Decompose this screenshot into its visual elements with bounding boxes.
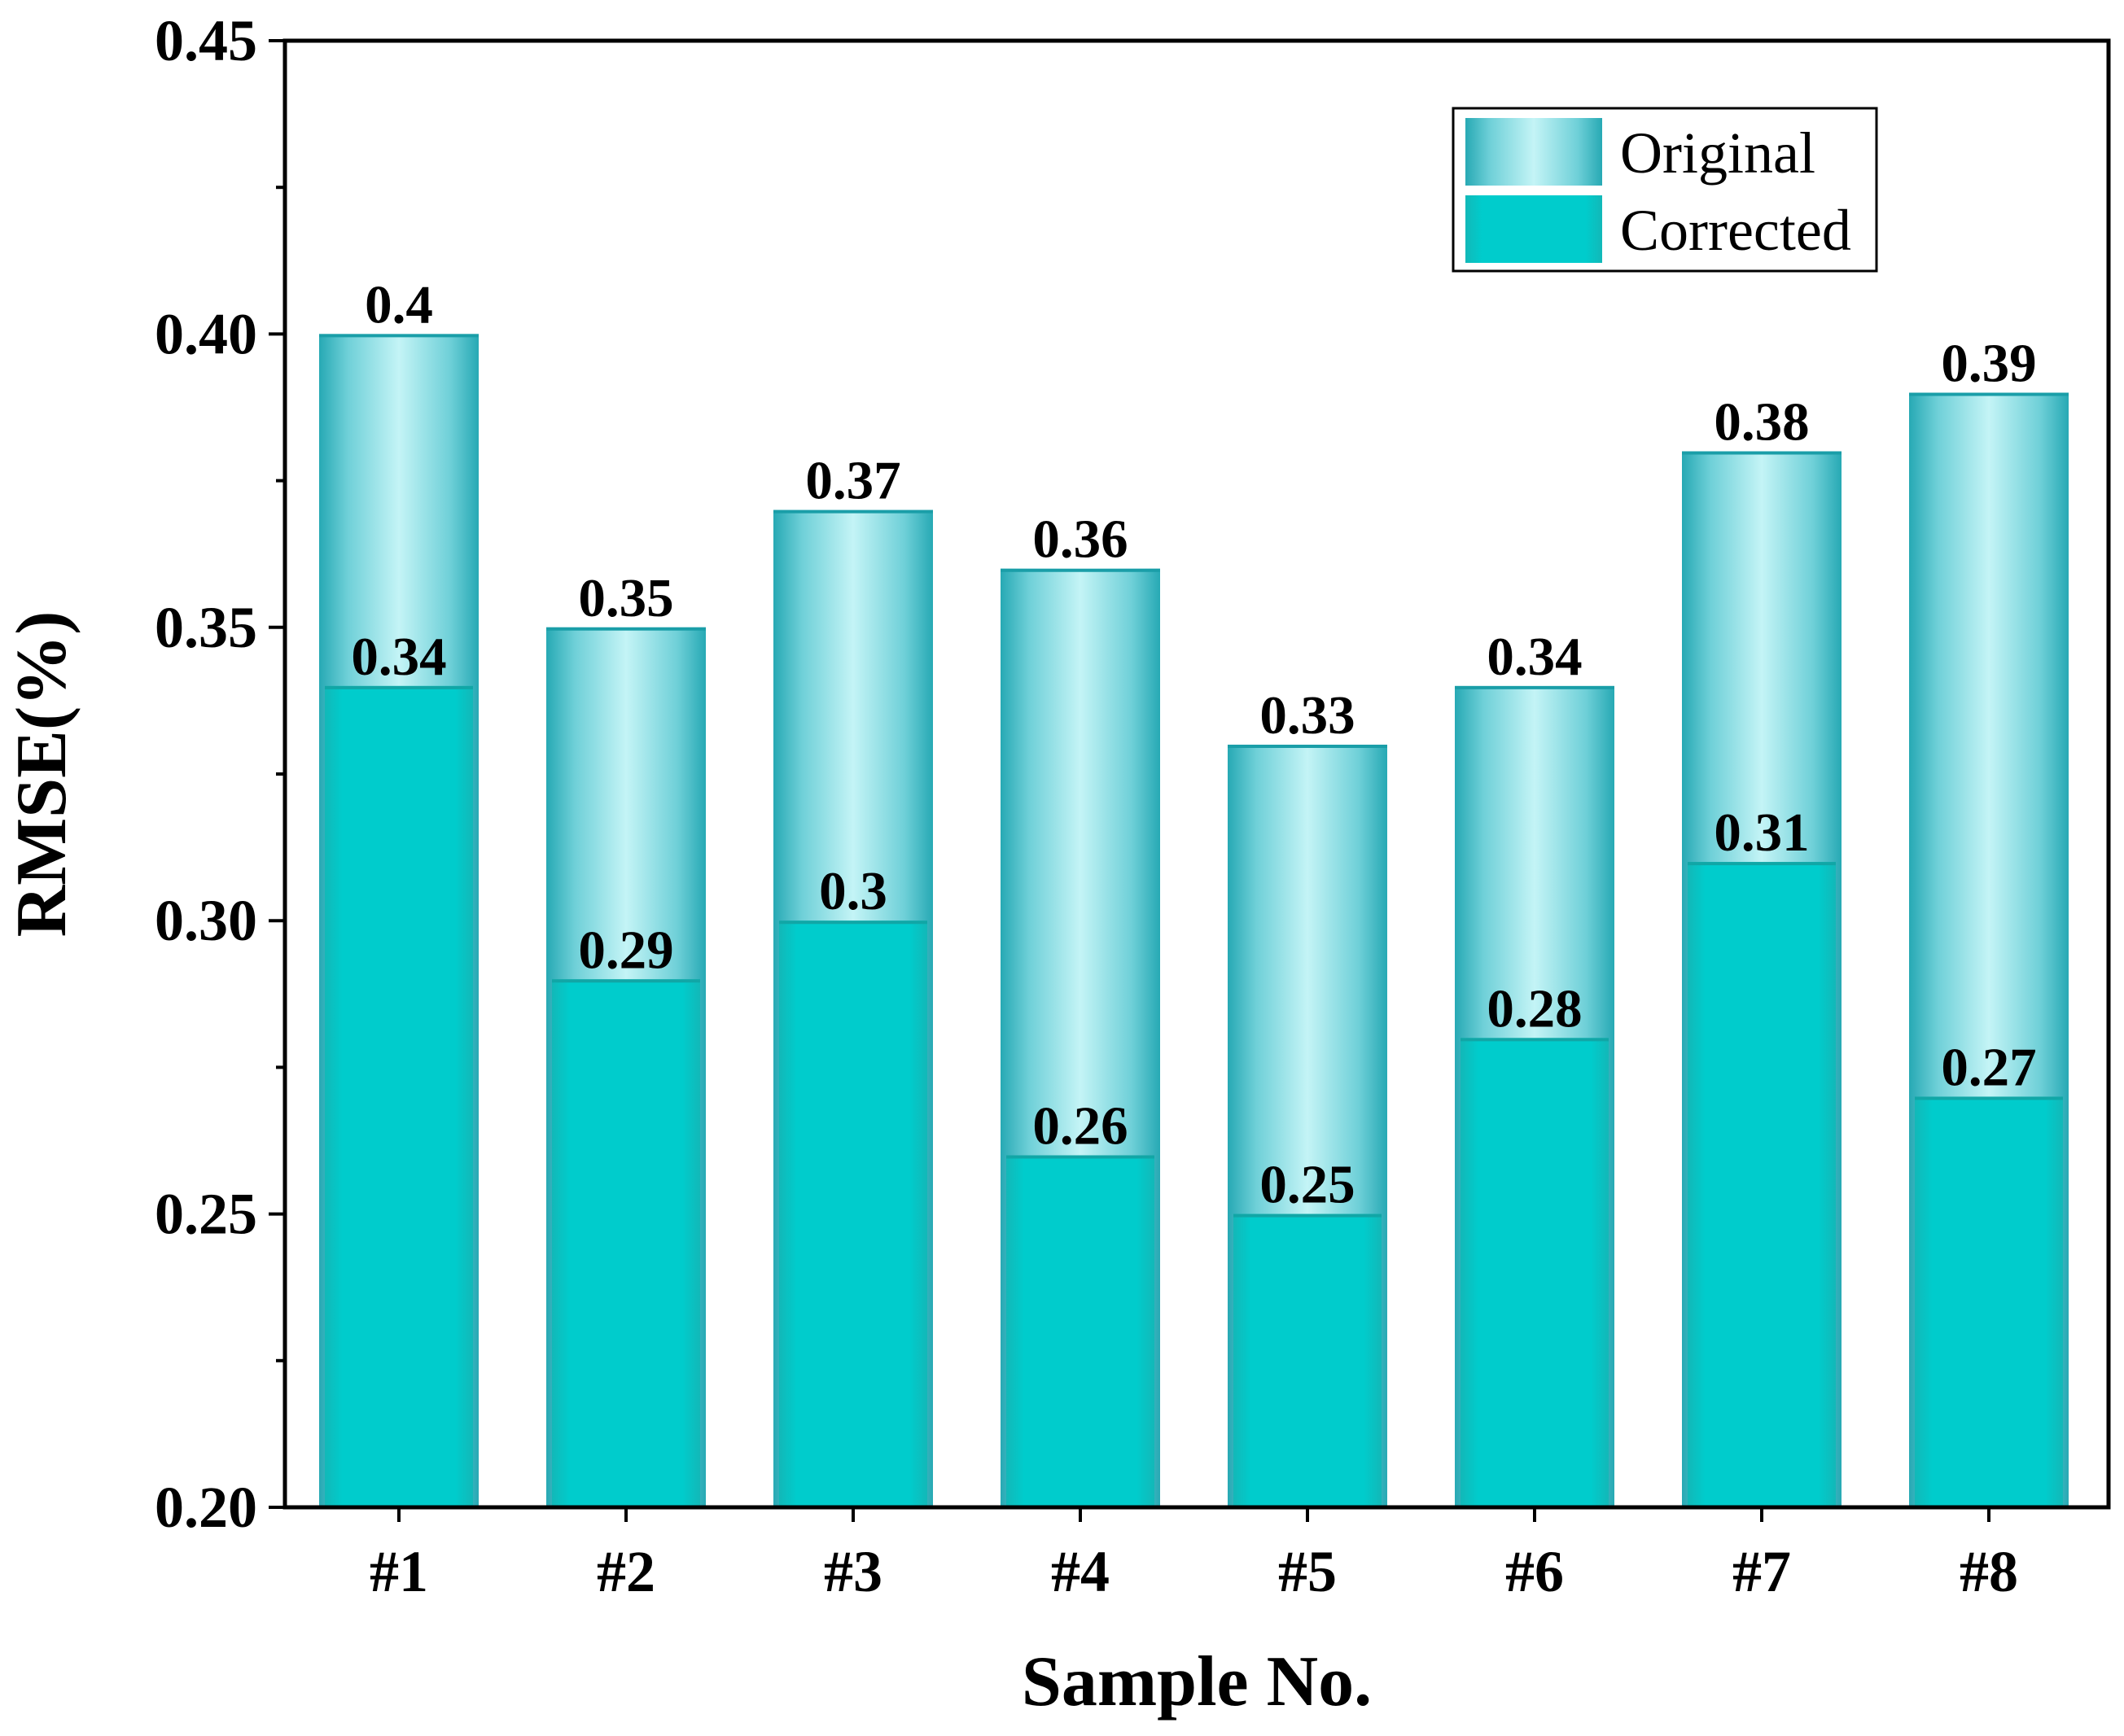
bar-corrected-8 xyxy=(1915,1096,2063,1507)
legend: Original Corrected xyxy=(1452,107,1878,273)
label-original-4: 0.36 xyxy=(1032,509,1128,570)
bar-corrected-6 xyxy=(1461,1038,1609,1507)
label-corrected-5: 0.25 xyxy=(1259,1155,1355,1215)
label-original-6: 0.34 xyxy=(1487,627,1582,687)
bar-corrected-7 xyxy=(1688,862,1836,1507)
legend-swatch-original xyxy=(1465,118,1602,186)
legend-label-corrected: Corrected xyxy=(1620,198,1851,263)
x-tick-label-4: #4 xyxy=(1051,1539,1110,1604)
label-corrected-8: 0.27 xyxy=(1941,1037,2036,1097)
bar-corrected-2 xyxy=(552,979,700,1507)
x-tick-label-6: #6 xyxy=(1505,1539,1564,1604)
y-axis: 0.20 0.25 0.30 0.35 0.40 0.45 xyxy=(155,8,285,1540)
x-axis: #1 #2 #3 #4 #5 #6 #7 #8 xyxy=(370,1507,2018,1604)
y-tick-label-2: 0.30 xyxy=(155,888,257,953)
legend-label-original: Original xyxy=(1620,120,1815,186)
y-tick-label-5: 0.45 xyxy=(155,8,257,73)
bar-corrected-1 xyxy=(325,685,473,1507)
x-tick-label-8: #8 xyxy=(1960,1539,2018,1604)
label-original-2: 0.35 xyxy=(578,568,673,628)
label-corrected-4: 0.26 xyxy=(1032,1096,1128,1157)
y-tick-label-0: 0.20 xyxy=(155,1475,257,1540)
bar-corrected-5 xyxy=(1233,1213,1382,1507)
label-corrected-6: 0.28 xyxy=(1487,978,1582,1039)
label-original-3: 0.37 xyxy=(805,451,900,511)
x-axis-title: Sample No. xyxy=(1022,1642,1372,1721)
bar-corrected-3 xyxy=(779,920,927,1507)
label-original-7: 0.38 xyxy=(1714,392,1809,453)
x-tick-label-7: #7 xyxy=(1732,1539,1791,1604)
x-tick-label-1: #1 xyxy=(370,1539,428,1604)
label-original-5: 0.33 xyxy=(1259,685,1355,746)
x-tick-label-5: #5 xyxy=(1278,1539,1337,1604)
label-original-8: 0.39 xyxy=(1941,333,2036,393)
label-original-1: 0.4 xyxy=(365,274,433,335)
y-tick-label-1: 0.25 xyxy=(155,1182,257,1247)
y-tick-label-3: 0.35 xyxy=(155,595,257,660)
value-labels: 0.4 0.34 0.35 0.29 0.37 0.3 0.36 0.26 0.33 0.25 0.… xyxy=(351,274,2036,1214)
label-corrected-2: 0.29 xyxy=(578,920,673,980)
bar-corrected-4 xyxy=(1006,1155,1154,1507)
label-corrected-1: 0.34 xyxy=(351,627,446,687)
label-corrected-7: 0.31 xyxy=(1714,802,1809,863)
legend-swatch-corrected xyxy=(1465,195,1602,263)
x-tick-label-2: #2 xyxy=(597,1539,655,1604)
corrected-series xyxy=(325,685,2063,1507)
y-axis-title: RMSE(%) xyxy=(2,611,81,938)
y-tick-label-4: 0.40 xyxy=(155,301,257,366)
label-corrected-3: 0.3 xyxy=(819,861,887,921)
x-tick-label-3: #3 xyxy=(824,1539,882,1604)
